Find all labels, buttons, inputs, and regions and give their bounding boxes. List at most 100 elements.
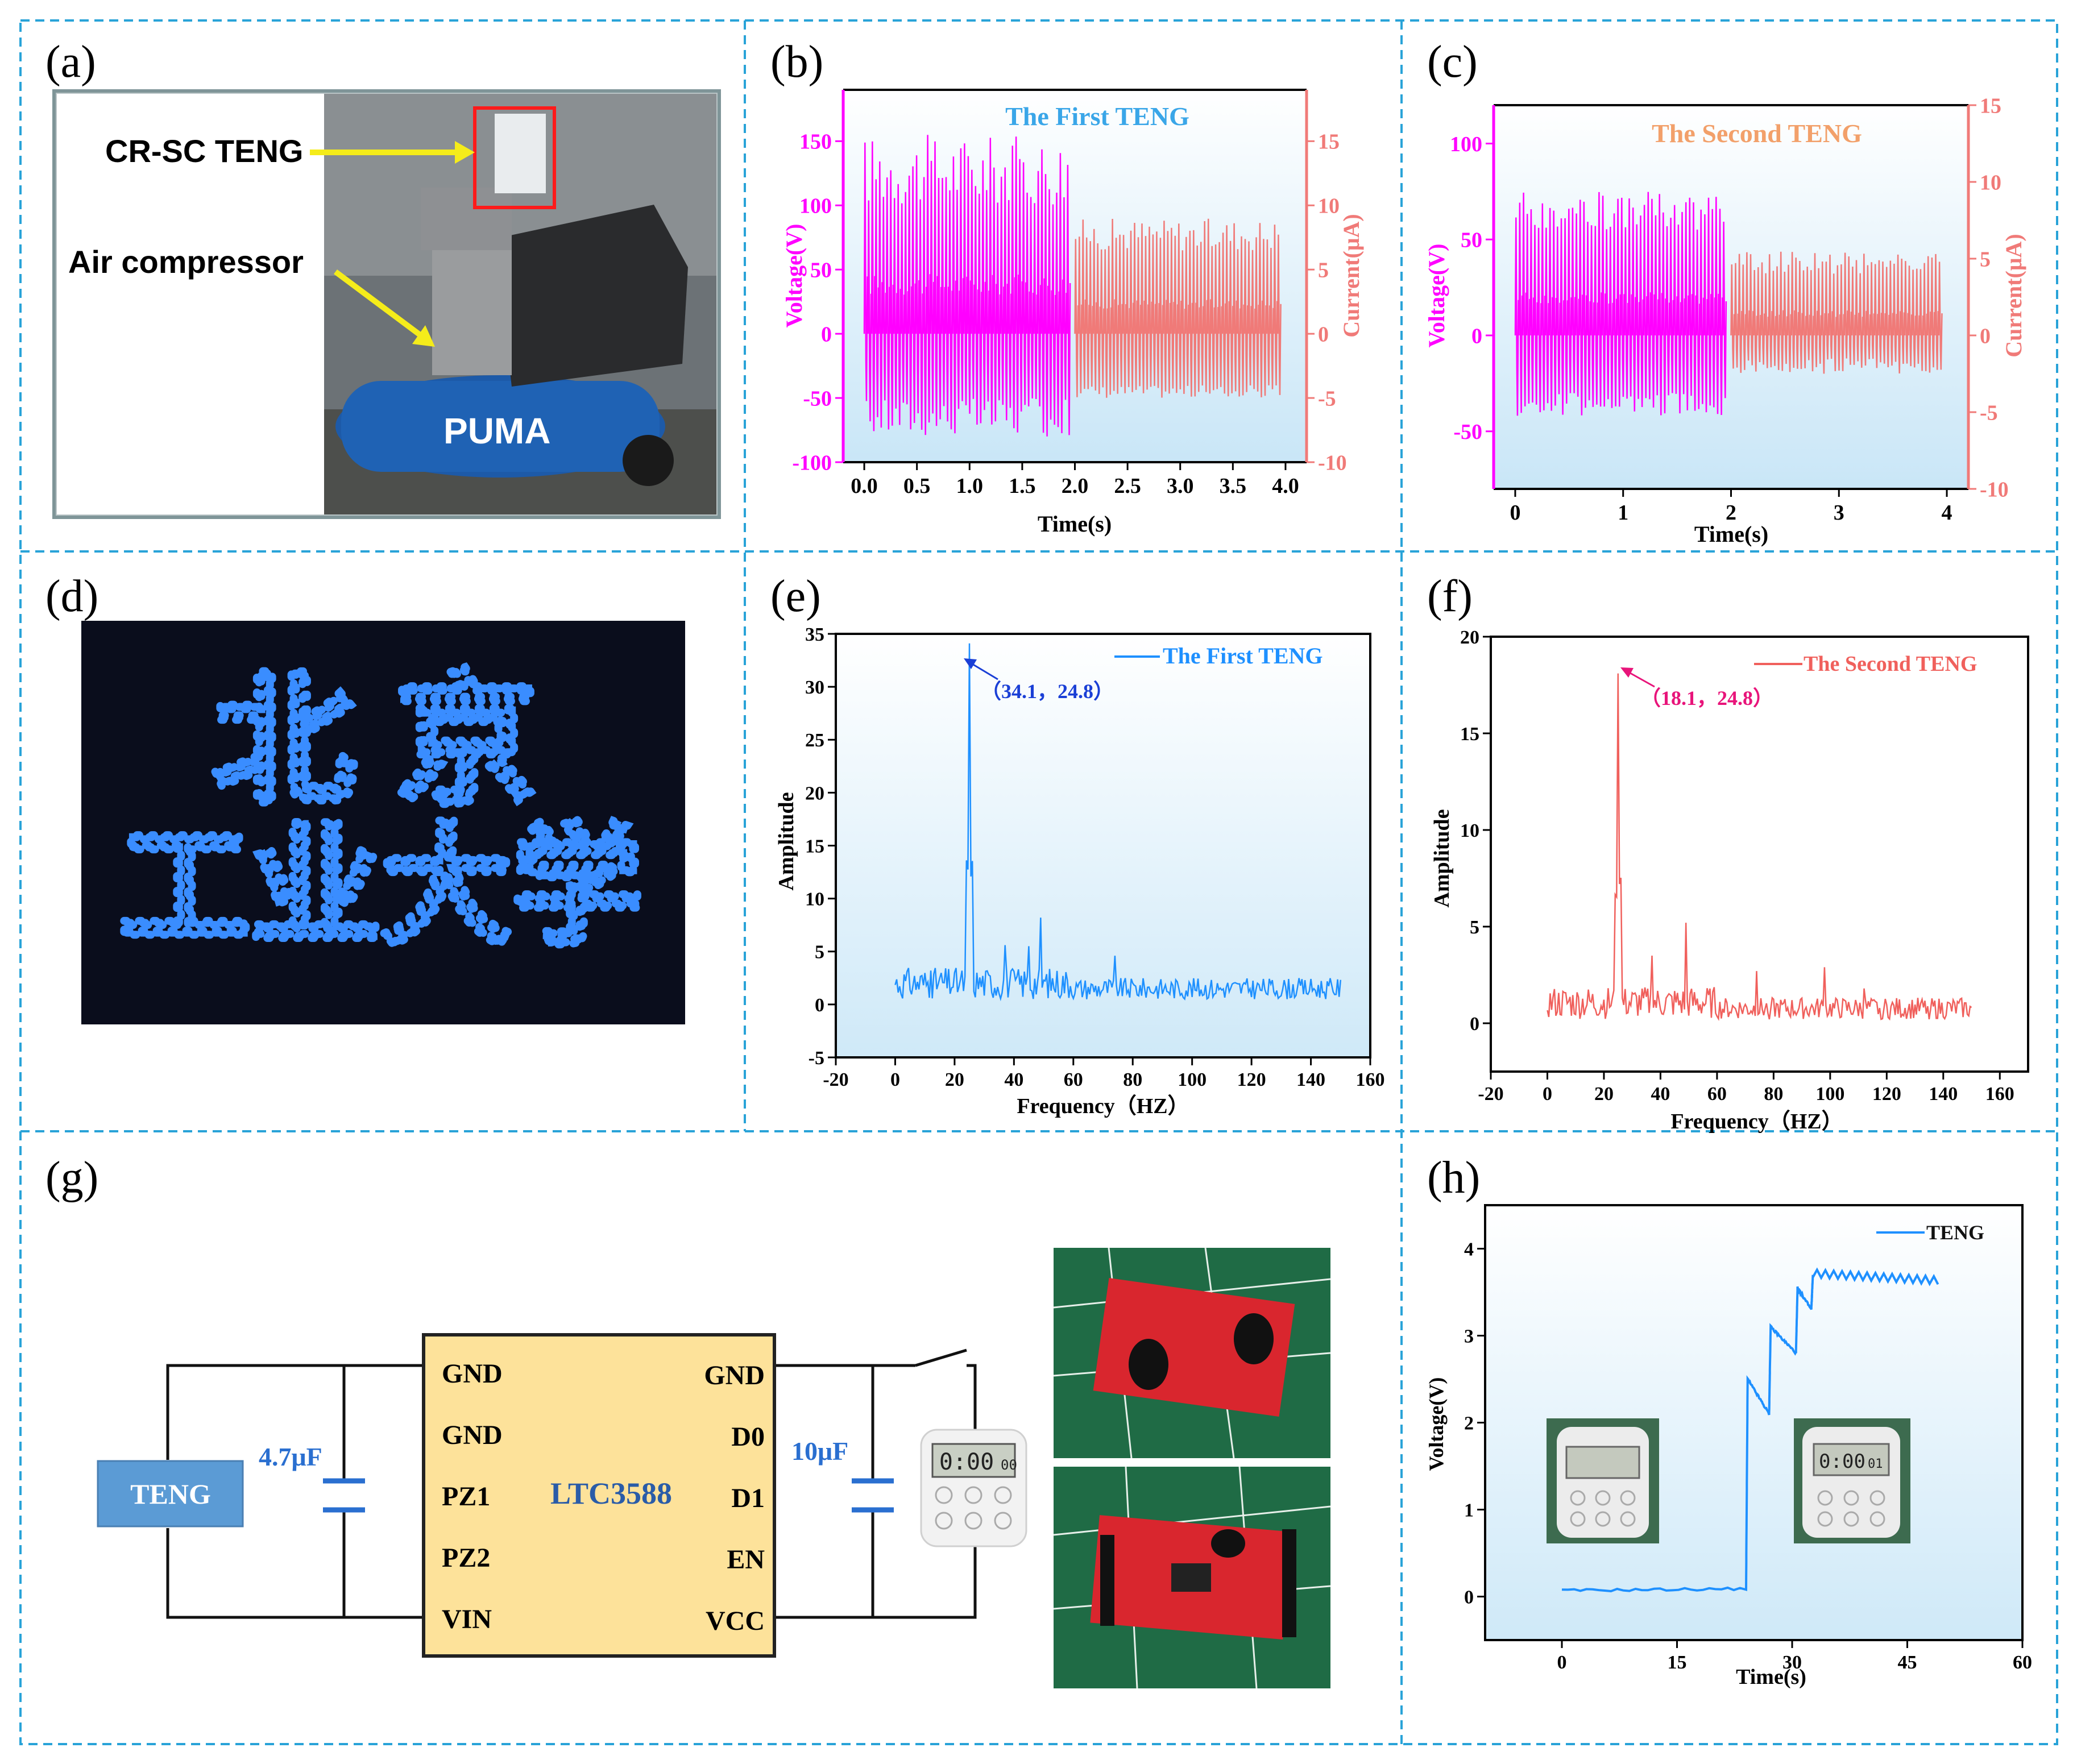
plot-f-series bbox=[1547, 673, 1972, 1021]
teng-source-box bbox=[97, 1460, 244, 1528]
inset-timer-2: 0:00 01 bbox=[1794, 1418, 1910, 1543]
photo-label-area bbox=[57, 94, 324, 514]
plot-f-ylabel: Amplitude bbox=[1430, 809, 1454, 907]
plot-h-legend: TENG bbox=[1926, 1221, 1984, 1244]
plot-f-xlabel: Frequency（HZ） bbox=[1670, 1110, 1843, 1134]
plot-b-y2label: Current(μA) bbox=[1338, 214, 1364, 337]
x-tick-label: 0 bbox=[1543, 1084, 1552, 1105]
plot-e-xticks: -20 0 20 40 60 80 100 120 140 160 bbox=[823, 1057, 1385, 1090]
panel-e-letter: (e) bbox=[770, 571, 821, 621]
panel-c-letter: (c) bbox=[1427, 37, 1478, 87]
y-tick-label: -50 bbox=[1453, 420, 1482, 444]
x-tick-label: 20 bbox=[1594, 1084, 1614, 1105]
y-tick-label: 3 bbox=[1464, 1326, 1474, 1347]
y-tick-label: 15 bbox=[1318, 130, 1340, 154]
y-tick-label: 0 bbox=[1464, 1587, 1474, 1608]
y-tick-label: 100 bbox=[1450, 132, 1482, 156]
x-tick-label: 0 bbox=[1557, 1652, 1567, 1673]
plot-e-xlabel: Frequency（HZ） bbox=[1017, 1094, 1189, 1118]
compressor-motor bbox=[495, 205, 688, 387]
y-tick-label: 10 bbox=[1318, 194, 1340, 218]
plot-b-xlabel: Time(s) bbox=[1038, 511, 1112, 537]
label-air-compressor: Air compressor bbox=[68, 244, 304, 280]
x-tick-label: 120 bbox=[1237, 1069, 1266, 1090]
plot-f-legend: The Second TENG bbox=[1804, 652, 1977, 676]
x-tick-label: 3.0 bbox=[1167, 474, 1194, 498]
y-tick-label: -10 bbox=[1318, 451, 1347, 475]
x-tick-label: 15 bbox=[1668, 1652, 1687, 1673]
arrow-to-compressor bbox=[334, 269, 435, 347]
y-tick-label: 5 bbox=[1980, 247, 1991, 271]
y-tick-label: 20 bbox=[1460, 627, 1479, 648]
y-tick-label: 1 bbox=[1464, 1500, 1474, 1521]
x-tick-label: 100 bbox=[1178, 1069, 1207, 1090]
y-tick-label: 10 bbox=[1980, 171, 2001, 194]
y-tick-label: 0 bbox=[1471, 324, 1482, 348]
x-tick-label: 80 bbox=[1764, 1084, 1783, 1105]
y-tick-label: -50 bbox=[803, 387, 832, 410]
x-tick-label: 2.0 bbox=[1062, 474, 1089, 498]
panel-g-letter: (g) bbox=[45, 1153, 98, 1203]
x-tick-label: 160 bbox=[1356, 1069, 1385, 1090]
board-photo-bottom bbox=[1053, 1466, 1331, 1689]
y-tick-label: 5 bbox=[1470, 917, 1479, 938]
x-tick-label: 140 bbox=[1296, 1069, 1325, 1090]
panel-e: (e) -20 0 20 40 60 80 100 120 140 160 -5 0 5 10 15 20 2… bbox=[770, 571, 1385, 1118]
x-tick-label: 1.0 bbox=[956, 474, 984, 498]
plot-h-ylabel: Voltage(V) bbox=[1425, 1377, 1448, 1471]
ltc3588-chip bbox=[422, 1333, 776, 1658]
plot-f-yticks: 0 5 10 15 20 bbox=[1460, 627, 1491, 1035]
panel-g: (g) 4.7μF 10μF TENG LTC358 bbox=[45, 1153, 1331, 1689]
plot-e-legend: The First TENG bbox=[1163, 643, 1323, 669]
y-tick-label: 10 bbox=[1460, 820, 1479, 841]
plot-h-xticks: 0 15 30 45 60 bbox=[1557, 1640, 2032, 1673]
x-tick-label: 30 bbox=[1782, 1652, 1802, 1673]
teng-device bbox=[495, 114, 546, 193]
plot-c-title: The Second TENG bbox=[1652, 119, 1862, 148]
x-tick-label: 140 bbox=[1929, 1084, 1958, 1105]
led-sign-line2: 工业大学 bbox=[119, 814, 642, 960]
y-tick-label: 5 bbox=[815, 942, 824, 963]
y-tick-label: 4 bbox=[1464, 1239, 1474, 1260]
plot-c-xticks: 0 1 2 3 4 bbox=[1510, 489, 1952, 525]
circuit-timer: 0:00 00 bbox=[920, 1429, 1027, 1547]
chip-pin-left-label: PZ2 bbox=[442, 1543, 490, 1573]
panel-dividers bbox=[19, 19, 2058, 1745]
y-tick-label: 50 bbox=[1461, 229, 1482, 252]
y-tick-label: 0 bbox=[815, 995, 824, 1016]
plot-h-xlabel: Time(s) bbox=[1736, 1665, 1806, 1689]
y-tick-label: -10 bbox=[1980, 478, 2009, 501]
x-tick-label: 1.5 bbox=[1009, 474, 1036, 498]
x-tick-label: 0 bbox=[1510, 501, 1520, 525]
capacitor-2 bbox=[852, 1478, 894, 1513]
y-tick-label: 15 bbox=[805, 836, 824, 857]
x-tick-label: 60 bbox=[1064, 1069, 1083, 1090]
x-tick-label: 45 bbox=[1898, 1652, 1917, 1673]
chip-pin-left-label: GND bbox=[442, 1359, 503, 1389]
y-tick-label: 0 bbox=[1980, 324, 1991, 348]
plot-e-annotation-arrow bbox=[964, 658, 998, 680]
inset-timer-2-seconds: 01 bbox=[1868, 1457, 1883, 1471]
plot-c-series bbox=[1514, 192, 1943, 416]
x-tick-label: 0.5 bbox=[903, 474, 931, 498]
y-tick-label: 15 bbox=[1980, 94, 2001, 118]
y-tick-label: 5 bbox=[1318, 259, 1329, 283]
x-tick-label: 0 bbox=[890, 1069, 900, 1090]
compressor-tank-body bbox=[341, 381, 660, 472]
x-tick-label: 20 bbox=[945, 1069, 964, 1090]
y-tick-label: 30 bbox=[805, 677, 824, 698]
plot-b-yticks: -100 -50 0 50 100 150 bbox=[792, 130, 843, 475]
panel-f: (f) -20 0 20 40 60 80 100 120 140 160 0 5 10 15 20 Th… bbox=[1427, 571, 2029, 1134]
chip-pin-right-label: D1 bbox=[731, 1483, 765, 1513]
y-tick-label: -5 bbox=[809, 1048, 824, 1069]
plot-f-annotation: （18.1，24.8） bbox=[1640, 687, 1773, 709]
panel-d-letter: (d) bbox=[45, 571, 98, 621]
y-tick-label: 150 bbox=[799, 130, 832, 154]
y-tick-label: 10 bbox=[805, 889, 824, 910]
x-tick-label: 0.0 bbox=[851, 474, 878, 498]
chip-pin-left-label: PZ1 bbox=[442, 1481, 490, 1512]
panel-b-letter: (b) bbox=[770, 37, 823, 87]
